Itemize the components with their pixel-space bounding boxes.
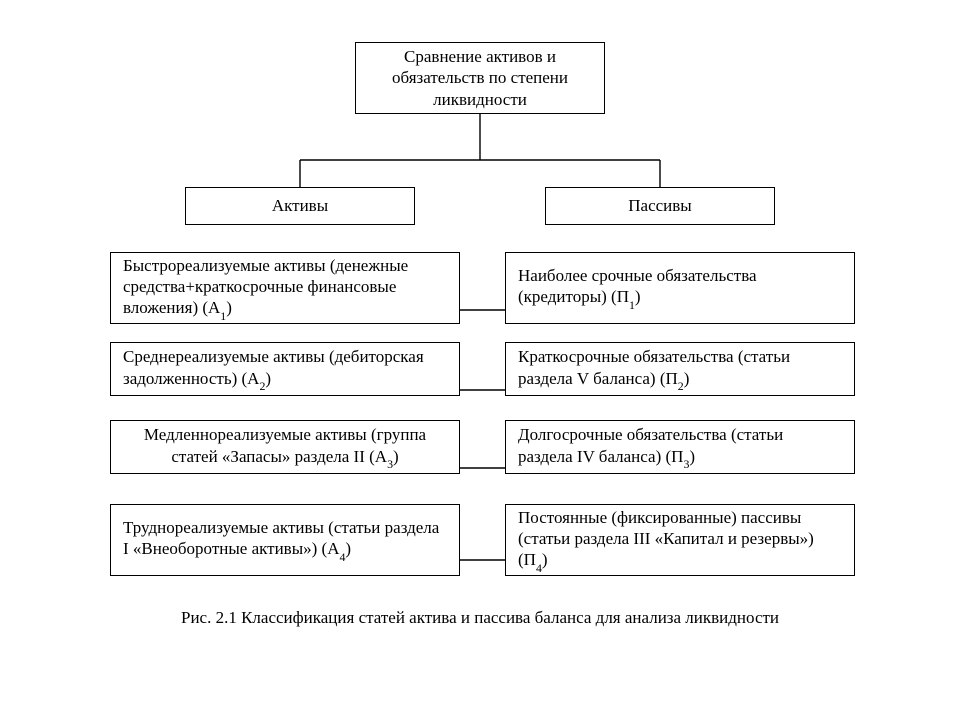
assets-header: Активы — [185, 187, 415, 225]
asset-box-a1: Быстрореализуемые активы (денежные средс… — [110, 252, 460, 324]
root-box: Сравнение активов и обязательств по степ… — [355, 42, 605, 114]
liab-box-p1: Наиболее срочные обязательства (кредитор… — [505, 252, 855, 324]
liab-box-p3: Долгосрочные обязательства (статьи разде… — [505, 420, 855, 474]
asset-box-a2: Среднереализуемые активы (дебиторская за… — [110, 342, 460, 396]
root-text: Сравнение активов и обязательств по степ… — [368, 46, 592, 110]
figure-caption: Рис. 2.1 Классификация статей актива и п… — [0, 608, 960, 628]
liab-p2-text: Краткосрочные обязательства (статьи разд… — [518, 346, 842, 392]
assets-header-text: Активы — [272, 195, 328, 216]
asset-a1-text: Быстрореализуемые активы (денежные средс… — [123, 255, 447, 322]
diagram-canvas: Сравнение активов и обязательств по степ… — [0, 0, 960, 720]
liab-box-p2: Краткосрочные обязательства (статьи разд… — [505, 342, 855, 396]
asset-a4-text: Труднореализуемые активы (статьи раздела… — [123, 517, 447, 563]
asset-box-a3: Медленнореализуемые активы (группа стате… — [110, 420, 460, 474]
liabilities-header-text: Пассивы — [628, 195, 691, 216]
liab-p3-text: Долгосрочные обязательства (статьи разде… — [518, 424, 842, 470]
asset-a2-text: Среднереализуемые активы (дебиторская за… — [123, 346, 447, 392]
asset-box-a4: Труднореализуемые активы (статьи раздела… — [110, 504, 460, 576]
asset-a3-text: Медленнореализуемые активы (группа стате… — [123, 424, 447, 470]
liab-p1-text: Наиболее срочные обязательства (кредитор… — [518, 265, 842, 311]
liabilities-header: Пассивы — [545, 187, 775, 225]
liab-box-p4: Постоянные (фиксированные) пассивы (стат… — [505, 504, 855, 576]
liab-p4-text: Постоянные (фиксированные) пассивы (стат… — [518, 507, 842, 574]
